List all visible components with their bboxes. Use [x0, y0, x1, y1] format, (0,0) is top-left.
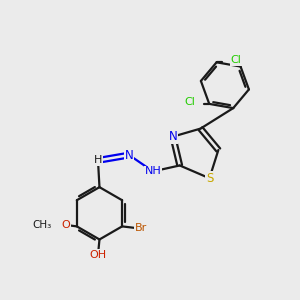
Text: Br: Br [135, 223, 147, 233]
Text: Cl: Cl [231, 55, 242, 65]
Text: NH: NH [145, 167, 161, 176]
Text: N: N [125, 148, 134, 162]
Text: O: O [61, 220, 70, 230]
Text: Cl: Cl [184, 98, 195, 107]
Text: N: N [169, 130, 177, 143]
Text: S: S [206, 172, 213, 185]
Text: CH₃: CH₃ [32, 220, 51, 230]
Text: H: H [94, 155, 102, 165]
Text: OH: OH [89, 250, 106, 260]
